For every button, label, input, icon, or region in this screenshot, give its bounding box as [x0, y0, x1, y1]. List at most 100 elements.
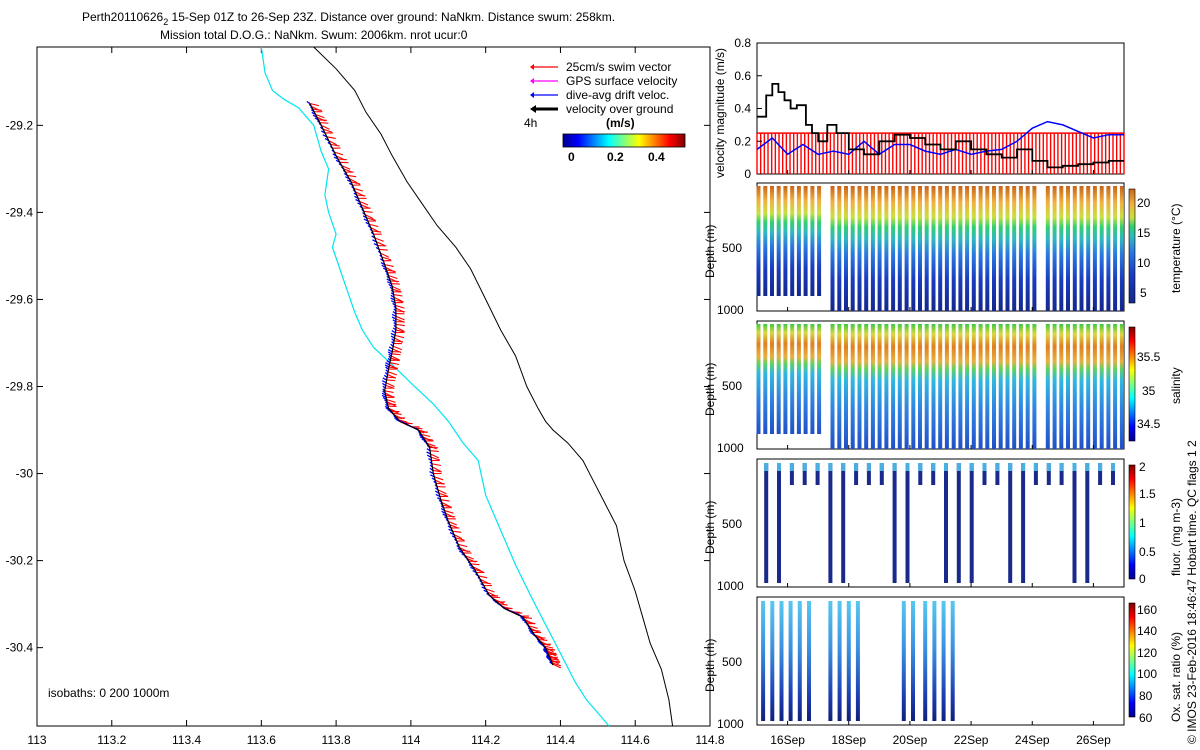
fluor-depth-tick: 500	[722, 517, 742, 531]
copyright-footer: © IMOS 23-Feb-2016 18:46:47 Hobart time.…	[1185, 440, 1199, 744]
map-x-tick-label: 113	[27, 733, 46, 747]
swim-vector	[528, 625, 538, 629]
map-x-tick-label: 114.2	[471, 733, 500, 747]
fluor-profile	[969, 463, 974, 583]
temperature-profile	[850, 186, 855, 311]
fluor-axes-box	[756, 458, 1125, 588]
swim-vector	[395, 304, 405, 309]
salinity-profile	[1092, 324, 1097, 449]
salinity-profile	[783, 324, 788, 434]
swim-vector	[442, 504, 452, 508]
fluor-colorbar-label: fluor. (mg m-3)	[1169, 498, 1183, 576]
ground-speed-line	[757, 83, 1124, 169]
swim-vector	[380, 252, 390, 258]
temperature-profile	[931, 186, 936, 311]
salinity-profile	[985, 324, 990, 449]
glider-track	[306, 101, 562, 669]
temperature-profile	[1045, 186, 1050, 311]
salinity-colorbar-label: salinity	[1169, 367, 1183, 404]
fluor-profile	[879, 463, 884, 485]
fluor-profile	[905, 463, 910, 583]
svg-text:0: 0	[1139, 572, 1146, 586]
svg-text:60: 60	[1139, 711, 1153, 725]
salinity-field	[756, 324, 1124, 449]
fluor-depth-tick: 1000	[717, 579, 744, 593]
map-y-tick-label: -29.4	[6, 205, 34, 219]
salinity-profile	[1018, 324, 1023, 449]
salinity-profile	[877, 324, 882, 449]
swim-vector	[446, 515, 456, 518]
drift-vector	[390, 335, 395, 339]
swim-vector	[385, 382, 395, 388]
swim-vector	[376, 241, 386, 247]
fluor-surface	[1059, 463, 1064, 471]
swim-vector	[320, 124, 330, 130]
svg-text:GPS surface velocity: GPS surface velocity	[566, 74, 677, 88]
svg-text:1.5: 1.5	[1139, 487, 1156, 501]
fluor-profile	[995, 463, 1000, 485]
fluor-surface	[854, 463, 859, 471]
speed-colorbar-title: (m/s)	[606, 116, 635, 130]
temperature-profile	[944, 186, 949, 311]
fluor-profile	[1098, 463, 1103, 485]
fluor-surface	[1021, 463, 1026, 471]
salinity-profile	[971, 324, 976, 449]
map-panel: 113 113.2 113.4 113.6 113.8 114 114.2 114.4 114.…	[6, 46, 725, 747]
date-axis-ticks: 16Sep 18Sep 20Sep 22Sep 24Sep 26Sep	[770, 170, 1111, 747]
swim-vector	[455, 537, 465, 541]
salinity-profile	[1106, 324, 1111, 449]
temperature-profile	[978, 186, 983, 311]
salinity-profile	[830, 324, 835, 449]
drift-vector	[391, 316, 397, 320]
isobath-1000m	[313, 46, 674, 727]
fluor-profile	[1008, 463, 1013, 583]
speed-colorbar-tick: 0.4	[648, 150, 665, 164]
date-tick-label: 24Sep	[1015, 733, 1050, 747]
velocity-y-tick-label: 0.6	[734, 69, 751, 83]
drift-vector	[387, 351, 393, 355]
fluor-surface	[764, 463, 769, 471]
oxygen-profile	[932, 601, 937, 721]
swim-vector	[350, 181, 361, 185]
svg-text:100: 100	[1137, 667, 1157, 681]
map-x-tick-label: 113.2	[97, 733, 126, 747]
fluor-surface	[841, 463, 846, 471]
fluor-profile	[892, 463, 897, 583]
swim-vector	[366, 217, 376, 221]
map-lines	[260, 46, 674, 727]
temperature-profile	[891, 186, 896, 311]
swim-vector	[430, 450, 439, 452]
fluor-profile	[1021, 463, 1026, 583]
svg-text:0.5: 0.5	[1139, 545, 1156, 559]
swim-vector	[395, 323, 405, 327]
swim-vector	[319, 122, 329, 124]
swim-vector	[343, 168, 353, 173]
fluor-profile	[944, 463, 948, 583]
swim-vector	[392, 412, 402, 415]
temperature-profile	[756, 186, 761, 296]
swim-vector	[309, 103, 320, 107]
salinity-profile	[897, 324, 902, 449]
swim-vector	[386, 379, 396, 382]
svg-text:dive-avg drift veloc.: dive-avg drift veloc.	[566, 88, 669, 102]
temperature-profile	[844, 186, 848, 311]
salinity-profile	[810, 324, 815, 434]
velocity-marks	[756, 83, 1125, 174]
legend-ground-velocity: velocity over ground	[530, 102, 673, 116]
drift-vector	[306, 101, 311, 105]
temperature-profile	[810, 186, 815, 296]
fluor-surface	[982, 463, 987, 471]
oxygen-profile	[797, 601, 802, 721]
swim-vector	[322, 128, 333, 133]
swim-vector	[359, 201, 369, 206]
salinity-profile	[1045, 324, 1050, 449]
salinity-profile	[1032, 324, 1037, 449]
fluor-surface	[802, 463, 807, 471]
salinity-profile	[1012, 324, 1017, 449]
temperature-profile	[965, 186, 970, 311]
coastline-0m	[260, 46, 610, 727]
temperature-profile	[830, 186, 835, 311]
temperature-profile	[1005, 186, 1010, 311]
fluor-surface	[1111, 463, 1115, 471]
salinity-depth-tick: 1000	[717, 441, 744, 455]
